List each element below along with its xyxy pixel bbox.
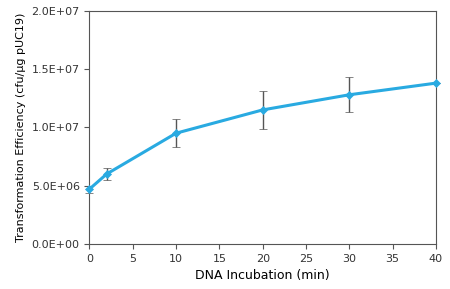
Y-axis label: Transformation Efficiency (cfu/µg pUC19): Transformation Efficiency (cfu/µg pUC19): [16, 13, 26, 242]
X-axis label: DNA Incubation (min): DNA Incubation (min): [195, 269, 330, 282]
